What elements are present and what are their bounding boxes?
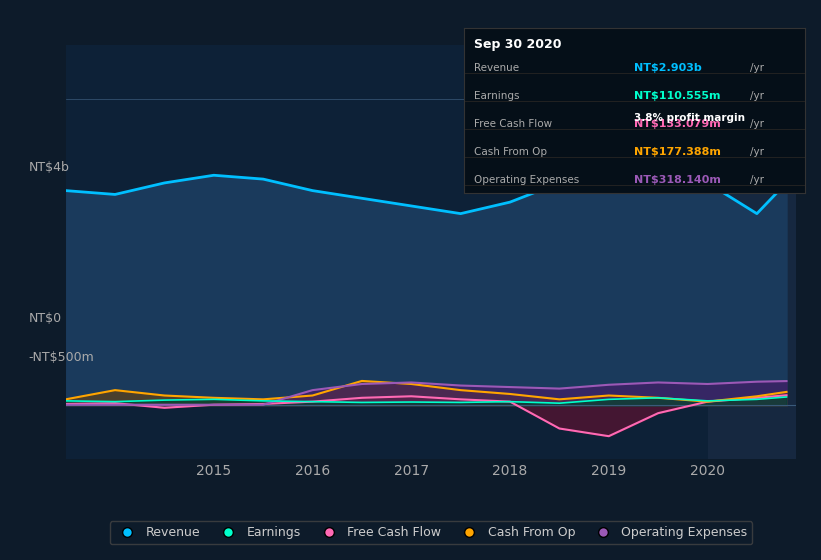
Text: /yr: /yr xyxy=(750,119,764,129)
Text: 3.8% profit margin: 3.8% profit margin xyxy=(635,113,745,123)
Text: /yr: /yr xyxy=(750,91,764,101)
Text: NT$0: NT$0 xyxy=(29,312,62,325)
Text: Free Cash Flow: Free Cash Flow xyxy=(474,119,553,129)
Text: Revenue: Revenue xyxy=(474,63,519,73)
Legend: Revenue, Earnings, Free Cash Flow, Cash From Op, Operating Expenses: Revenue, Earnings, Free Cash Flow, Cash … xyxy=(110,521,752,544)
Text: /yr: /yr xyxy=(750,147,764,157)
Text: -NT$500m: -NT$500m xyxy=(29,351,94,364)
Text: NT$110.555m: NT$110.555m xyxy=(635,91,721,101)
Text: Cash From Op: Cash From Op xyxy=(474,147,547,157)
Text: Sep 30 2020: Sep 30 2020 xyxy=(474,38,562,51)
Text: Earnings: Earnings xyxy=(474,91,520,101)
Text: NT$4b: NT$4b xyxy=(29,161,70,174)
Text: NT$133.079m: NT$133.079m xyxy=(635,119,721,129)
Text: Operating Expenses: Operating Expenses xyxy=(474,175,580,185)
Bar xyxy=(708,45,796,459)
Text: /yr: /yr xyxy=(750,63,764,73)
Text: NT$2.903b: NT$2.903b xyxy=(635,63,702,73)
Text: NT$318.140m: NT$318.140m xyxy=(635,175,721,185)
Text: NT$177.388m: NT$177.388m xyxy=(635,147,721,157)
Text: /yr: /yr xyxy=(750,175,764,185)
